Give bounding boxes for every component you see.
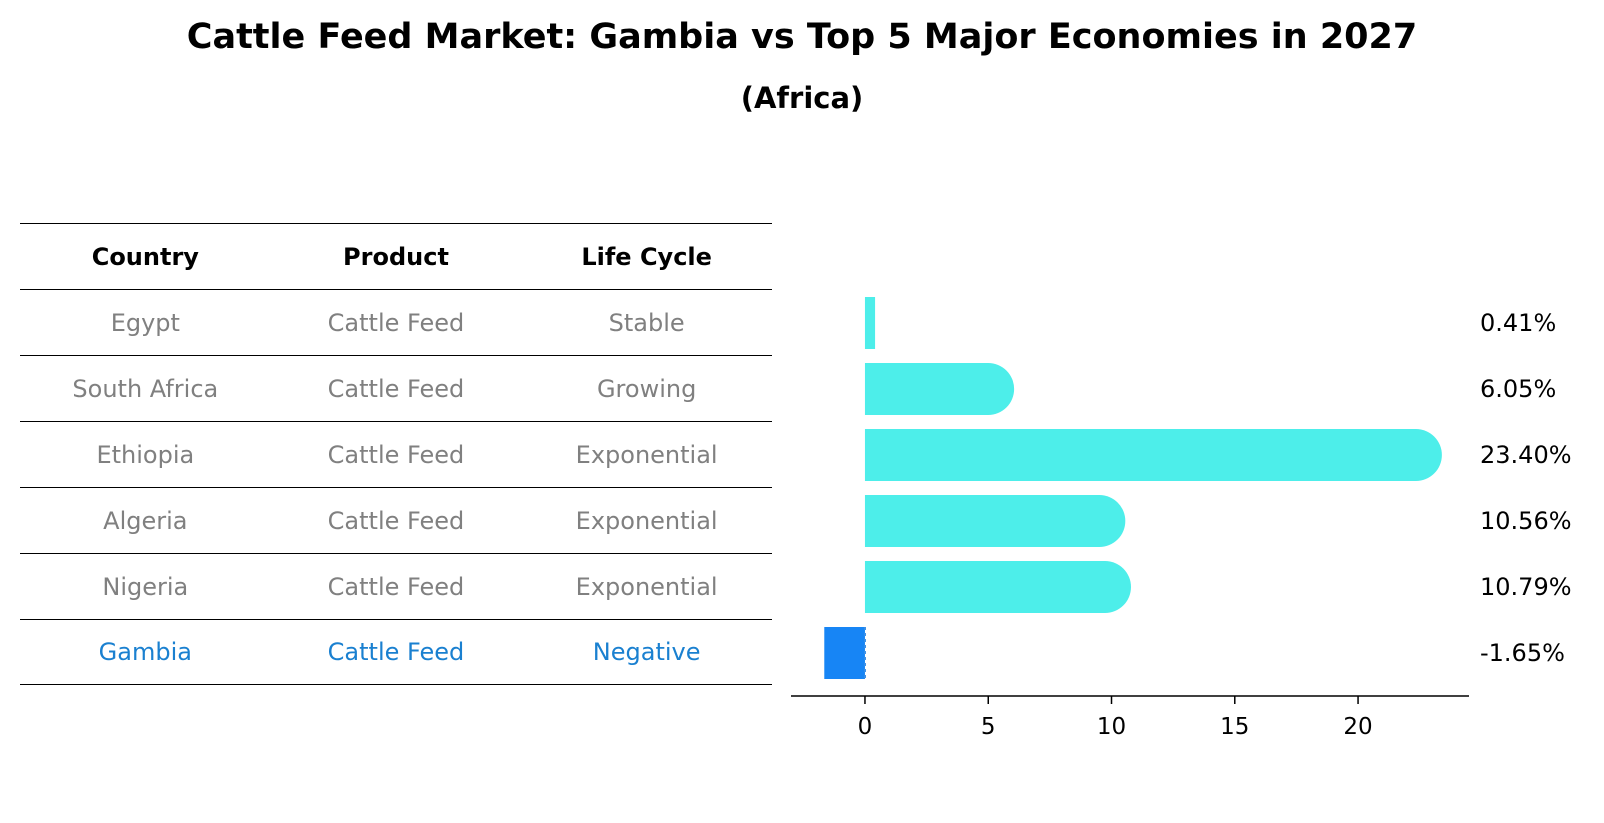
x-tick-label: 5 xyxy=(981,714,996,740)
cell-country: Ethiopia xyxy=(96,440,195,469)
value-label: 6.05% xyxy=(1480,375,1556,403)
bar-nigeria xyxy=(864,561,1131,613)
value-label: 10.79% xyxy=(1480,573,1572,601)
x-tick-label: 10 xyxy=(1097,714,1126,740)
bar-egypt xyxy=(864,297,876,349)
value-label: -1.65% xyxy=(1480,639,1565,667)
table-row: Algeria Cattle Feed Exponential xyxy=(20,487,772,553)
table-row: Ethiopia Cattle Feed Exponential xyxy=(20,421,772,487)
cell-product: Cattle Feed xyxy=(327,572,465,601)
table-row: Nigeria Cattle Feed Exponential xyxy=(20,553,772,619)
bar-ethiopia xyxy=(864,429,1442,481)
cell-country: Gambia xyxy=(98,638,192,666)
table-header-row: Country Product Life Cycle xyxy=(20,223,772,289)
value-label: 10.56% xyxy=(1480,507,1572,535)
chart-subtitle: (Africa) xyxy=(740,81,864,115)
cell-country: Algeria xyxy=(103,506,188,535)
x-tick-label: 0 xyxy=(858,714,873,740)
table-row: South Africa Cattle Feed Growing xyxy=(20,355,772,421)
cell-product: Cattle Feed xyxy=(327,440,465,469)
table-row: Egypt Cattle Feed Stable xyxy=(20,289,772,355)
cell-product: Cattle Feed xyxy=(327,506,465,535)
table-row-highlight: Gambia Cattle Feed Negative xyxy=(20,619,772,685)
cell-country: South Africa xyxy=(72,374,219,403)
value-label: 0.41% xyxy=(1480,309,1556,337)
header-product: Product xyxy=(343,242,449,271)
header-life-cycle: Life Cycle xyxy=(581,242,712,271)
cell-country: Egypt xyxy=(110,308,180,337)
cell-product: Cattle Feed xyxy=(327,638,465,666)
cell-country: Nigeria xyxy=(102,572,189,601)
header-country: Country xyxy=(91,242,199,271)
cell-life-cycle: Growing xyxy=(596,374,697,403)
chart-title: Cattle Feed Market: Gambia vs Top 5 Majo… xyxy=(186,17,1418,57)
cell-life-cycle: Exponential xyxy=(575,572,718,601)
cell-life-cycle: Exponential xyxy=(575,440,718,469)
cell-life-cycle: Exponential xyxy=(575,506,718,535)
bar-algeria xyxy=(864,495,1126,547)
bar-south-africa xyxy=(864,363,1015,415)
cell-product: Cattle Feed xyxy=(327,308,465,337)
x-tick-label: 20 xyxy=(1343,714,1372,740)
value-label: 23.40% xyxy=(1480,441,1572,469)
cell-life-cycle: Stable xyxy=(608,308,685,337)
cell-life-cycle: Negative xyxy=(592,638,701,666)
bar-gambia xyxy=(824,627,865,679)
x-tick-label: 15 xyxy=(1220,714,1249,740)
cell-product: Cattle Feed xyxy=(327,374,465,403)
data-table: Country Product Life Cycle Egypt Cattle … xyxy=(20,223,772,685)
